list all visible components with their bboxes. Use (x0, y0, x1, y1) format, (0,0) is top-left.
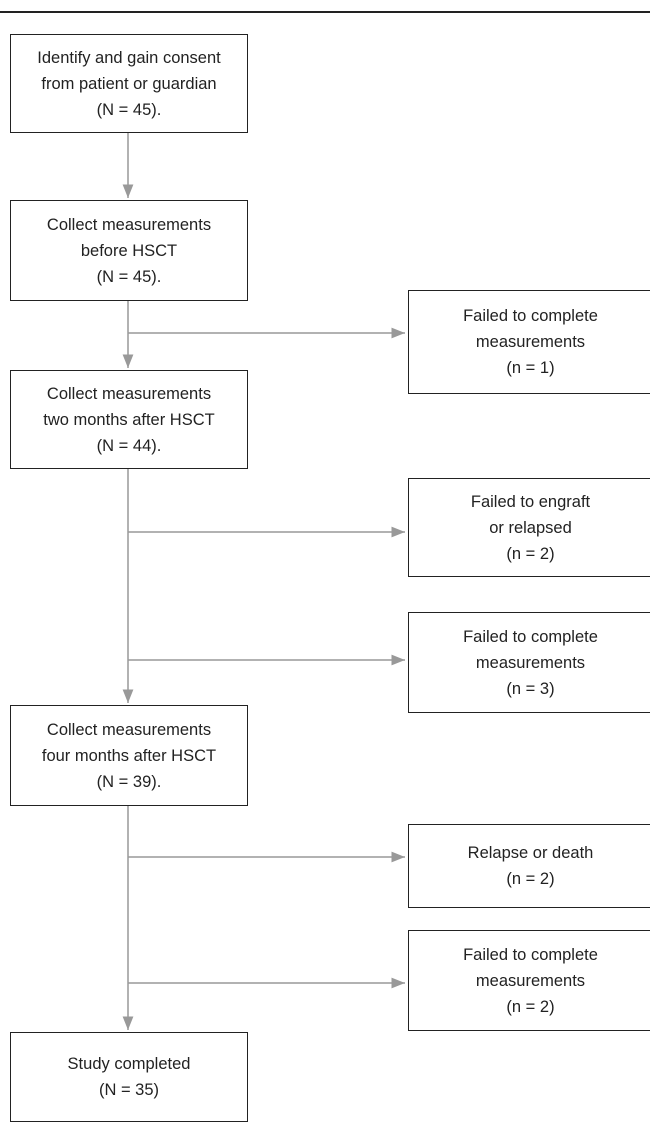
box-text: or relapsed (489, 518, 572, 537)
box-text: (N = 45). (96, 267, 162, 286)
box-text: Identify and gain consent (37, 48, 221, 67)
box-text: Study completed (67, 1055, 191, 1073)
box-text: Failed to complete (463, 307, 598, 325)
box-text: Failed to complete (463, 945, 598, 964)
step-box: Collect measurements two months after HSC… (10, 370, 248, 469)
box-text: measurements (475, 333, 586, 351)
box-text: (N = 45). (96, 100, 162, 119)
box-text: measurements (475, 971, 586, 990)
exclusion-box: Failed to complete measurements (n = 1) (408, 290, 650, 394)
box-text: (n = 1) (506, 359, 555, 377)
step-box: Identify and gain consent from patient or… (10, 34, 248, 133)
step-box: Collect measurements four months after HS… (10, 705, 248, 806)
box-text: Collect measurements (46, 720, 212, 739)
box-text: Relapse or death (467, 844, 594, 862)
step-box: Study completed (N = 35) (10, 1032, 248, 1122)
box-text: four months after HSCT (41, 746, 217, 765)
box-text: before HSCT (80, 241, 178, 260)
box-text: (N = 35) (98, 1081, 160, 1099)
box-text: (n = 2) (506, 544, 555, 563)
box-text: Collect measurements (46, 384, 212, 403)
box-text: (n = 3) (506, 679, 555, 698)
box-text: Collect measurements (46, 215, 212, 234)
exclusion-box: Relapse or death (n = 2) (408, 824, 650, 908)
box-text: measurements (475, 653, 586, 672)
box-text: (N = 39). (96, 772, 162, 791)
box-text: from patient or guardian (41, 74, 217, 93)
box-text: two months after HSCT (43, 410, 215, 429)
box-text: (n = 2) (506, 997, 555, 1016)
box-text: Failed to complete (463, 627, 598, 646)
box-text: (N = 44). (96, 436, 162, 455)
exclusion-box: Failed to complete measurements (n = 2) (408, 930, 650, 1031)
exclusion-box: Failed to engraft or relapsed (n = 2) (408, 478, 650, 577)
exclusion-box: Failed to complete measurements (n = 3) (408, 612, 650, 713)
step-box: Collect measurements before HSCT (N = 45). (10, 200, 248, 301)
box-text: Failed to engraft (470, 492, 591, 511)
box-text: (n = 2) (506, 870, 555, 888)
